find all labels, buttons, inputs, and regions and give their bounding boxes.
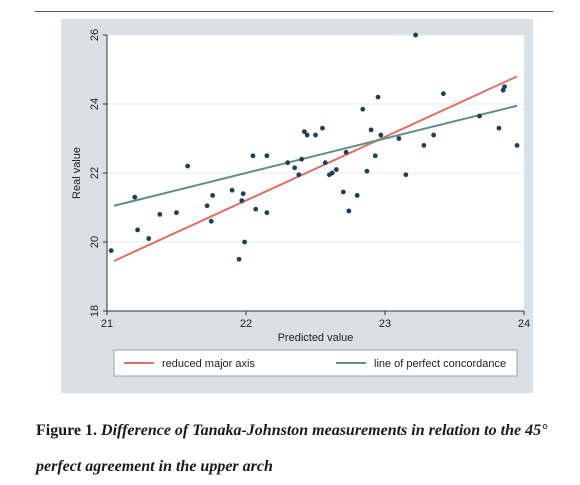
legend-perfect-concordance-label: line of perfect concordance (374, 358, 506, 370)
caption-text: Difference of Tanaka-Johnston measuremen… (36, 422, 548, 475)
x-axis-label: Predicted value (278, 332, 354, 344)
data-point (157, 212, 163, 217)
data-point (253, 206, 259, 212)
data-point (372, 153, 378, 159)
data-point (132, 194, 138, 200)
data-point (431, 132, 437, 138)
top-rule (35, 11, 553, 12)
x-tick-label: 24 (518, 318, 530, 330)
data-point (264, 153, 270, 159)
data-point (208, 218, 214, 224)
data-point (333, 167, 339, 172)
data-point (322, 160, 328, 166)
y-axis-label: Real value (71, 147, 83, 199)
data-point (135, 227, 140, 233)
perfect-concordance-line (113, 104, 518, 207)
data-point (502, 84, 507, 90)
data-point (146, 236, 152, 241)
caption-label: Figure 1. (36, 422, 98, 439)
data-point (364, 168, 370, 174)
x-tick-label: 22 (240, 318, 252, 330)
data-point (239, 198, 245, 204)
y-tick-label: 24 (89, 98, 101, 110)
data-point (174, 210, 179, 216)
data-point (304, 132, 310, 138)
y-tick-label: 18 (89, 305, 101, 317)
data-point (264, 210, 270, 216)
data-point (285, 160, 291, 166)
data-point (354, 193, 360, 198)
data-point (421, 143, 427, 148)
data-point (403, 172, 409, 178)
data-point (296, 172, 302, 178)
figure-caption: Figure 1. Difference of Tanaka-Johnston … (36, 413, 566, 485)
legend-box (113, 349, 518, 377)
x-tick-label: 21 (101, 318, 113, 330)
data-point (413, 32, 418, 38)
reduced-major-axis-line (113, 75, 518, 262)
y-tick-label: 22 (89, 167, 101, 179)
data-point (320, 125, 325, 131)
data-point (108, 248, 114, 254)
data-point (396, 136, 402, 141)
data-point (250, 153, 256, 159)
data-point (299, 156, 304, 162)
data-point (210, 193, 216, 198)
y-tick-label: 20 (89, 236, 101, 248)
data-point (496, 125, 502, 131)
data-point (292, 165, 298, 171)
data-point (204, 203, 210, 209)
x-tick-label: 23 (379, 318, 391, 330)
y-tick-label: 26 (89, 29, 101, 41)
data-point (229, 187, 235, 193)
data-point (236, 256, 242, 262)
data-point (477, 113, 482, 119)
data-point (346, 208, 352, 214)
data-point (343, 149, 349, 155)
data-point (368, 127, 374, 133)
data-point (340, 189, 346, 195)
data-point (242, 239, 248, 245)
data-point (301, 129, 307, 134)
data-point (375, 94, 381, 100)
scatter-chart: 18 20 22 24 26 21 22 23 24 Predicted value Real va… (71, 29, 530, 377)
data-point (440, 91, 446, 97)
data-point (313, 132, 318, 138)
data-point (378, 132, 384, 138)
data-point (329, 170, 335, 176)
data-point (240, 191, 246, 197)
data-point (514, 143, 520, 148)
data-point (185, 163, 191, 169)
legend-reduced-major-axis-label: reduced major axis (162, 358, 255, 370)
data-point (360, 106, 366, 112)
chart-figure: 18 20 22 24 26 21 22 23 24 Predicted value Real va… (61, 19, 533, 393)
